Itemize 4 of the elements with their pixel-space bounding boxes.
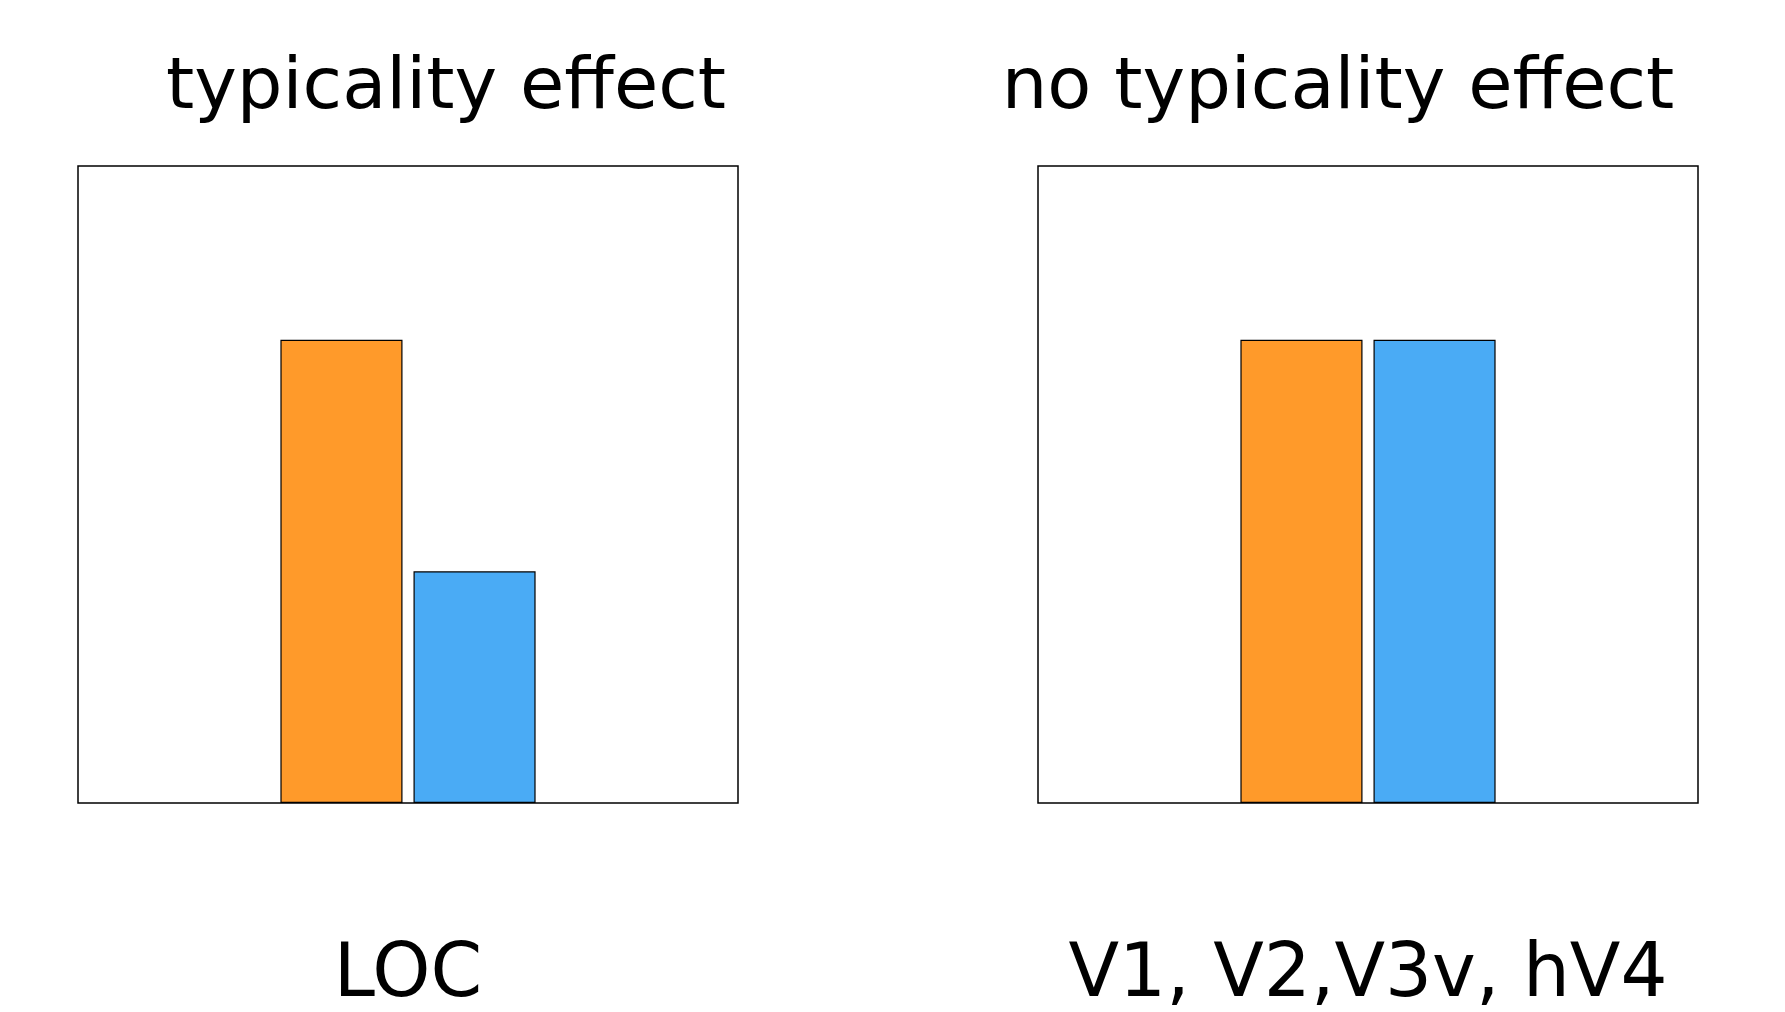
chart-title: no typicality effect <box>1001 41 1675 125</box>
x-axis-title: LOC <box>333 927 483 1012</box>
x-axis-title: V1, V2,V3v, hV4 <box>1068 927 1668 1012</box>
chart-title: typicality effect <box>165 41 727 125</box>
